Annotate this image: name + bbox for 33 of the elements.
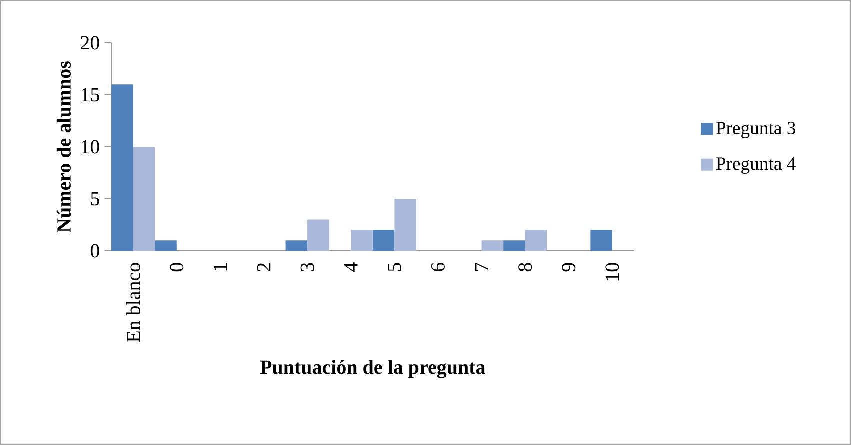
y-tick-label: 0 — [90, 244, 100, 258]
bar — [482, 240, 504, 251]
bar — [112, 84, 134, 251]
y-tick-label: 20 — [81, 36, 100, 50]
x-tick-label: 4 — [344, 262, 358, 272]
y-tick-label: 15 — [82, 88, 100, 102]
bar — [308, 220, 330, 251]
x-tick-label: 5 — [388, 263, 402, 272]
bar — [351, 230, 373, 251]
bar — [525, 230, 548, 251]
x-axis-title: Puntuación de la pregunta — [260, 360, 486, 378]
bar — [286, 240, 308, 251]
x-tick-label: 1 — [214, 264, 228, 271]
x-tick-label: 2 — [257, 263, 271, 272]
bar — [394, 198, 416, 251]
legend-label: Pregunta 3 — [716, 122, 796, 138]
x-tick-label: 8 — [518, 263, 532, 272]
x-tick-label: 7 — [475, 262, 488, 272]
x-tick-label: 9 — [562, 263, 576, 272]
x-tick-label: 10 — [606, 263, 620, 281]
bar — [133, 146, 156, 251]
y-axis-title: Número de alumnos — [56, 62, 72, 233]
x-tick-label: 6 — [432, 262, 445, 272]
bar — [590, 230, 612, 251]
legend-label: Pregunta 4 — [716, 158, 796, 174]
y-tick-label: 10 — [82, 140, 100, 154]
x-tick-label: 3 — [300, 263, 314, 272]
x-tick-label: En blanco — [126, 263, 140, 342]
x-tick-label: 0 — [170, 263, 184, 272]
y-tick-label: 5 — [91, 192, 100, 206]
bar — [504, 240, 526, 251]
bar — [155, 240, 177, 251]
bar — [372, 230, 395, 251]
